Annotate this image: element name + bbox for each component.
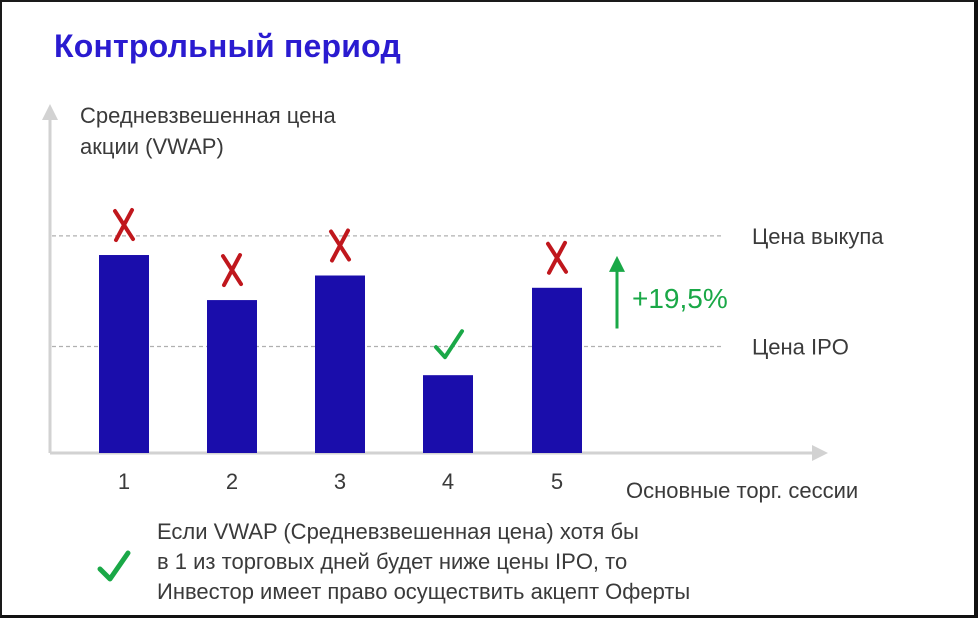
note-line: Если VWAP (Средневзвешенная цена) хотя б… (157, 519, 639, 544)
x-tick-label: 3 (334, 469, 346, 494)
note-line: в 1 из торговых дней будет ниже цены IPO… (157, 549, 628, 574)
y-axis-label: акции (VWAP) (80, 134, 224, 159)
cross-marker-icon (221, 253, 243, 288)
condition-note: Если VWAP (Средневзвешенная цена) хотя б… (157, 517, 690, 607)
slide-title: Контрольный период (54, 28, 401, 64)
check-marker-icon (434, 329, 464, 360)
bar (532, 287, 582, 453)
cross-marker-icon (546, 240, 568, 275)
check-icon (97, 550, 131, 582)
cross-marker-icon (329, 228, 351, 263)
x-tick-label: 2 (226, 469, 238, 494)
x-axis-label: Основные торг. сессии (626, 478, 858, 503)
x-tick-label: 5 (551, 469, 563, 494)
cross-marker-icon (113, 208, 135, 243)
x-axis-arrow (812, 445, 828, 461)
y-axis-label: Средневзвешенная цена (80, 103, 336, 128)
delta-arrow-head (609, 255, 625, 272)
bar (99, 255, 149, 453)
bar (315, 275, 365, 453)
y-axis-arrow (42, 104, 58, 120)
delta-annotation: +19,5% (632, 283, 728, 314)
x-tick-label: 4 (442, 469, 454, 494)
x-tick-label: 1 (118, 469, 130, 494)
bar (207, 300, 257, 453)
reference-line-label: Цена IPO (752, 335, 849, 360)
reference-line-label: Цена выкупа (752, 224, 884, 249)
bar (423, 375, 473, 453)
note-line: Инвестор имеет право осуществить акцепт … (157, 579, 691, 604)
